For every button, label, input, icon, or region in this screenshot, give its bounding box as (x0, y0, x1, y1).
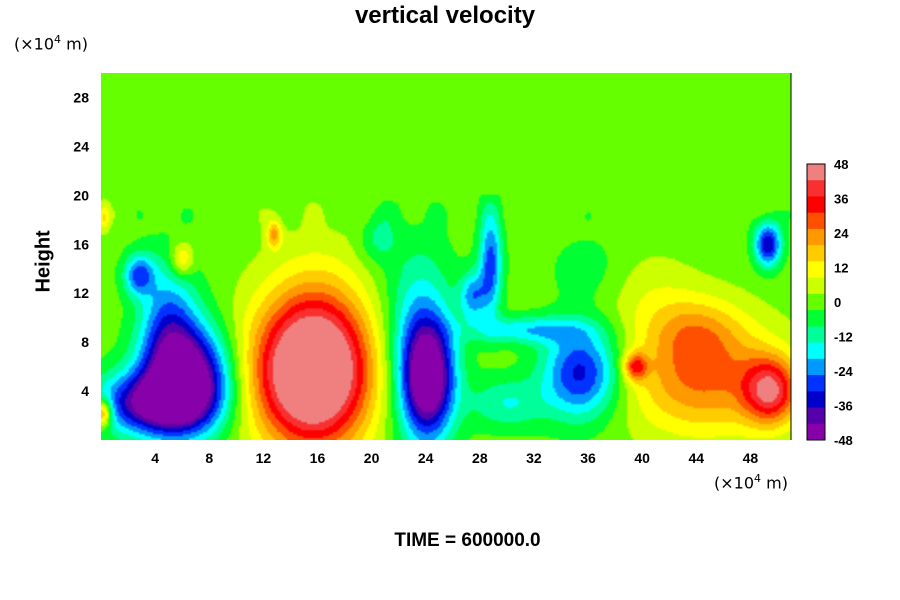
colorbar-swatch (807, 261, 825, 279)
colorbar-swatch (807, 391, 825, 409)
colorbar-tick-label: -36 (834, 399, 853, 414)
x-unit-exponent: 4 (754, 472, 762, 485)
colorbar-swatch (807, 277, 825, 295)
colorbar-swatch (807, 245, 825, 262)
y-tick-label: 8 (81, 334, 89, 350)
x-tick-label: 24 (418, 450, 434, 466)
colorbar-tick-label: -48 (834, 433, 853, 448)
x-unit-prefix: (×10 (714, 473, 755, 493)
colorbar-tick-label: 12 (834, 261, 848, 276)
y-axis-unit: (×104 m) (14, 33, 88, 53)
y-unit-prefix: (×10 (14, 34, 55, 54)
y-unit-exponent: 4 (54, 33, 62, 46)
x-tick-label: 48 (743, 450, 759, 466)
chart-title: vertical velocity (354, 2, 536, 29)
x-tick-label: 36 (580, 450, 596, 466)
x-tick-label: 8 (205, 450, 213, 466)
colorbar-frame (806, 163, 826, 441)
colorbar-tick-label: 24 (834, 226, 849, 241)
x-axis-unit: (×104 m) (714, 472, 788, 492)
time-label: TIME = 600000.0 (394, 530, 541, 551)
x-tick-labels: 4 8 12 16 20 24 28 32 36 40 44 48 (151, 450, 758, 466)
colorbar-swatch (807, 180, 825, 197)
x-unit-suffix: m) (761, 473, 788, 493)
colorbar-tick-label: 48 (834, 157, 848, 172)
colorbar-swatch (807, 358, 825, 376)
y-tick-labels: 4 8 12 16 20 24 28 (73, 89, 89, 399)
colorbar-swatch (807, 212, 825, 230)
colorbar-swatch (807, 228, 825, 246)
x-tick-label: 4 (151, 450, 159, 466)
colorbar: 48 36 24 12 0 -12 -24 -36 -48 (806, 157, 854, 448)
y-tick-label: 20 (73, 187, 89, 203)
colorbar-swatch (807, 164, 825, 181)
x-tick-label: 16 (310, 450, 326, 466)
colorbar-tick-label: 36 (834, 192, 848, 207)
y-tick-label: 24 (73, 138, 89, 154)
x-tick-label: 20 (364, 450, 380, 466)
x-tick-label: 32 (526, 450, 542, 466)
colorbar-tick-label: -12 (834, 330, 853, 345)
x-tick-label: 28 (472, 450, 488, 466)
colorbar-tick-label: -24 (834, 364, 854, 379)
y-tick-label: 28 (73, 89, 89, 105)
x-tick-label: 12 (256, 450, 272, 466)
colorbar-swatch (807, 310, 825, 327)
heatmap-field (101, 73, 791, 440)
colorbar-swatch (807, 407, 825, 425)
y-tick-label: 4 (81, 383, 89, 399)
colorbar-swatch (807, 293, 825, 311)
colorbar-swatch (807, 375, 825, 392)
colorbar-swatch (807, 326, 825, 344)
y-tick-label: 16 (73, 236, 89, 252)
y-tick-label: 12 (73, 285, 89, 301)
x-tick-label: 40 (634, 450, 650, 466)
colorbar-swatch (807, 423, 825, 441)
colorbar-swatch (807, 342, 825, 360)
colorbar-tick-label: 0 (834, 295, 841, 310)
colorbar-swatch (807, 196, 825, 214)
y-unit-suffix: m) (61, 34, 88, 54)
x-tick-label: 44 (689, 450, 705, 466)
